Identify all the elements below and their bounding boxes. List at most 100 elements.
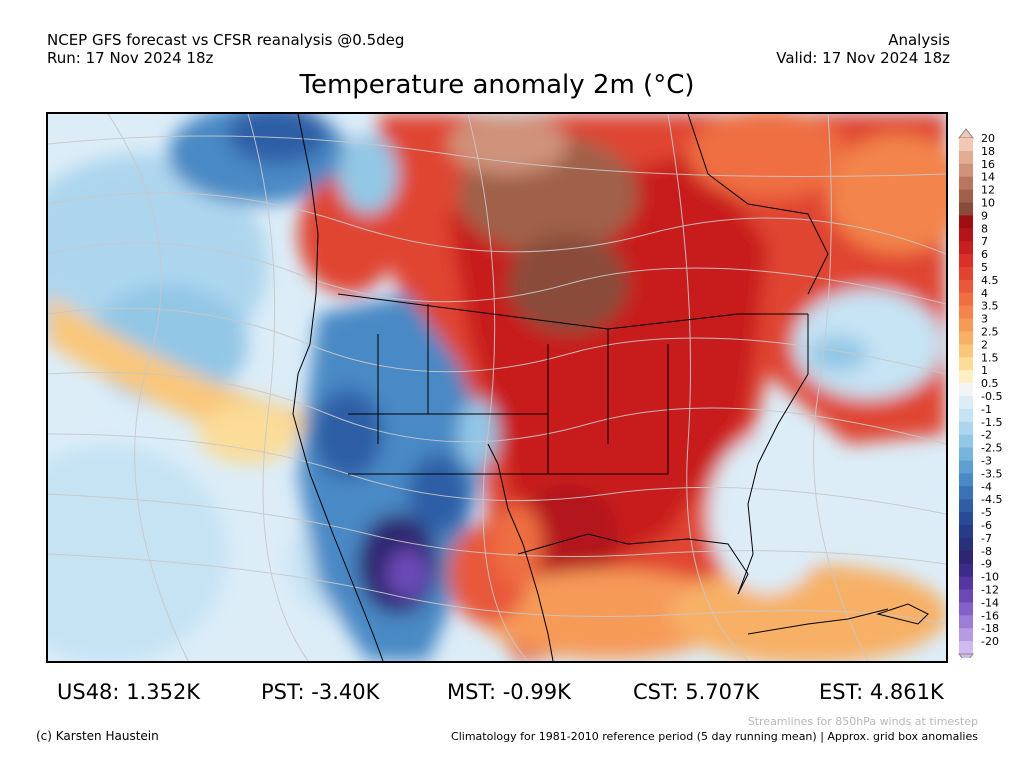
colorbar-swatch xyxy=(959,267,973,281)
colorbar-label: 7 xyxy=(981,235,988,248)
colorbar-label: 3.5 xyxy=(981,300,999,313)
colorbar-swatch xyxy=(959,486,973,500)
region-stat-value: -3.40K xyxy=(311,680,380,704)
colorbar-label: -4.5 xyxy=(981,493,1002,506)
colorbar-swatch xyxy=(959,525,973,539)
colorbar-swatch xyxy=(959,163,973,178)
colorbar-swatch xyxy=(959,434,973,449)
region-stat: PST: -3.40K xyxy=(261,680,379,704)
analysis-label: Analysis xyxy=(888,31,950,49)
region-stat-label: EST: xyxy=(819,680,870,704)
colorbar-label: 4.5 xyxy=(981,274,999,287)
colorbar-swatch xyxy=(959,447,973,461)
colorbar-label: -18 xyxy=(981,622,999,635)
colorbar-swatch xyxy=(959,241,973,255)
colorbar-label: 1.5 xyxy=(981,351,999,364)
colorbar-label: -6 xyxy=(981,519,992,532)
colorbar-swatch xyxy=(959,628,973,642)
colorbar-label: 3 xyxy=(981,313,988,326)
header-right: Analysis Valid: 17 Nov 2024 18z xyxy=(776,31,950,67)
colorbar-swatch xyxy=(959,641,973,655)
region-stat-label: CST: xyxy=(633,680,686,704)
region-stat-label: MST: xyxy=(447,680,503,704)
colorbar-label: 2 xyxy=(981,338,988,351)
colorbar-label: 12 xyxy=(981,184,995,197)
colorbar-swatch xyxy=(959,150,973,165)
colorbar-label: -4 xyxy=(981,480,992,493)
wind-streamlines xyxy=(48,114,946,661)
colorbar-swatch xyxy=(959,305,973,320)
colorbar-label: -3 xyxy=(981,455,992,468)
climatology-note: Climatology for 1981-2010 reference peri… xyxy=(451,730,978,743)
colorbar-label: -5 xyxy=(981,506,992,519)
colorbar-label: -10 xyxy=(981,571,999,584)
colorbar-swatch xyxy=(959,460,973,474)
colorbar-swatch xyxy=(959,473,973,487)
anomaly-map xyxy=(46,112,948,663)
colorbar-swatch xyxy=(959,318,973,332)
colorbar-label: 20 xyxy=(981,132,995,145)
colorbar-label: 0.5 xyxy=(981,377,999,390)
run-time: Run: 17 Nov 2024 18z xyxy=(47,49,214,67)
region-stat: MST: -0.99K xyxy=(447,680,571,704)
colorbar-swatch xyxy=(959,550,973,565)
region-stat: EST: 4.861K xyxy=(819,680,944,704)
colorbar: 201816141210987654.543.532.521.510.5-0.5… xyxy=(957,128,1002,658)
map-canvas xyxy=(48,114,946,661)
colorbar-label: -9 xyxy=(981,558,992,571)
colorbar-swatch xyxy=(959,589,973,603)
colorbar-swatch xyxy=(959,176,973,191)
colorbar-label: -12 xyxy=(981,584,999,597)
map-boundaries xyxy=(292,114,929,661)
colorbar-swatch xyxy=(959,576,973,590)
region-stat-value: -0.99K xyxy=(502,680,571,704)
colorbar-label: 4 xyxy=(981,287,988,300)
colorbar-swatch xyxy=(959,215,973,229)
colorbar-swatch xyxy=(959,344,973,358)
colorbar-label: 18 xyxy=(981,145,995,158)
colorbar-swatch xyxy=(959,615,973,629)
regional-stats: US48: 1.352K PST: -3.40K MST: -0.99K CST: 5… xyxy=(0,680,1024,706)
colorbar-label: 10 xyxy=(981,197,995,210)
region-stat-label: US48: xyxy=(57,680,127,704)
colorbar-swatch xyxy=(959,383,973,397)
colorbar-swatch xyxy=(959,279,973,294)
credit: (c) Karsten Haustein xyxy=(36,729,159,743)
region-stat: US48: 1.352K xyxy=(57,680,200,704)
colorbar-swatch xyxy=(959,408,973,423)
colorbar-swatch xyxy=(959,499,973,513)
colorbar-label: 16 xyxy=(981,158,995,171)
header-left: NCEP GFS forecast vs CFSR reanalysis @0.… xyxy=(47,31,404,67)
region-stat: CST: 5.707K xyxy=(633,680,759,704)
colorbar-swatch xyxy=(959,357,973,371)
colorbar-swatch xyxy=(959,228,973,242)
colorbar-swatch xyxy=(959,254,973,268)
model-description: NCEP GFS forecast vs CFSR reanalysis @0.… xyxy=(47,31,405,49)
colorbar-label: -14 xyxy=(981,596,999,609)
colorbar-label: 8 xyxy=(981,222,988,235)
colorbar-label: -7 xyxy=(981,532,992,545)
valid-time: Valid: 17 Nov 2024 18z xyxy=(776,49,950,67)
colorbar-swatch xyxy=(959,512,973,526)
streamline-note: Streamlines for 850hPa winds at timestep xyxy=(747,715,978,728)
region-stat-label: PST: xyxy=(261,680,312,704)
colorbar-label: 1 xyxy=(981,364,988,377)
colorbar-label: -8 xyxy=(981,545,992,558)
colorbar-label: -20 xyxy=(981,635,999,648)
colorbar-top-arrow xyxy=(957,128,975,139)
colorbar-swatch xyxy=(959,563,973,578)
colorbar-swatch xyxy=(959,537,973,552)
colorbar-swatch xyxy=(959,370,973,384)
colorbar-swatch xyxy=(959,202,973,216)
colorbar-swatch xyxy=(959,331,973,345)
colorbar-label: -16 xyxy=(981,609,999,622)
colorbar-swatch xyxy=(959,602,973,616)
colorbar-swatch xyxy=(959,292,973,307)
colorbar-label: 6 xyxy=(981,248,988,261)
colorbar-swatch xyxy=(959,421,973,436)
colorbar-label: -1.5 xyxy=(981,416,1002,429)
colorbar-label: -2 xyxy=(981,429,992,442)
region-stat-value: 1.352K xyxy=(126,680,201,704)
map-title: Temperature anomaly 2m (°C) xyxy=(299,70,695,100)
anomaly-field xyxy=(48,114,946,661)
